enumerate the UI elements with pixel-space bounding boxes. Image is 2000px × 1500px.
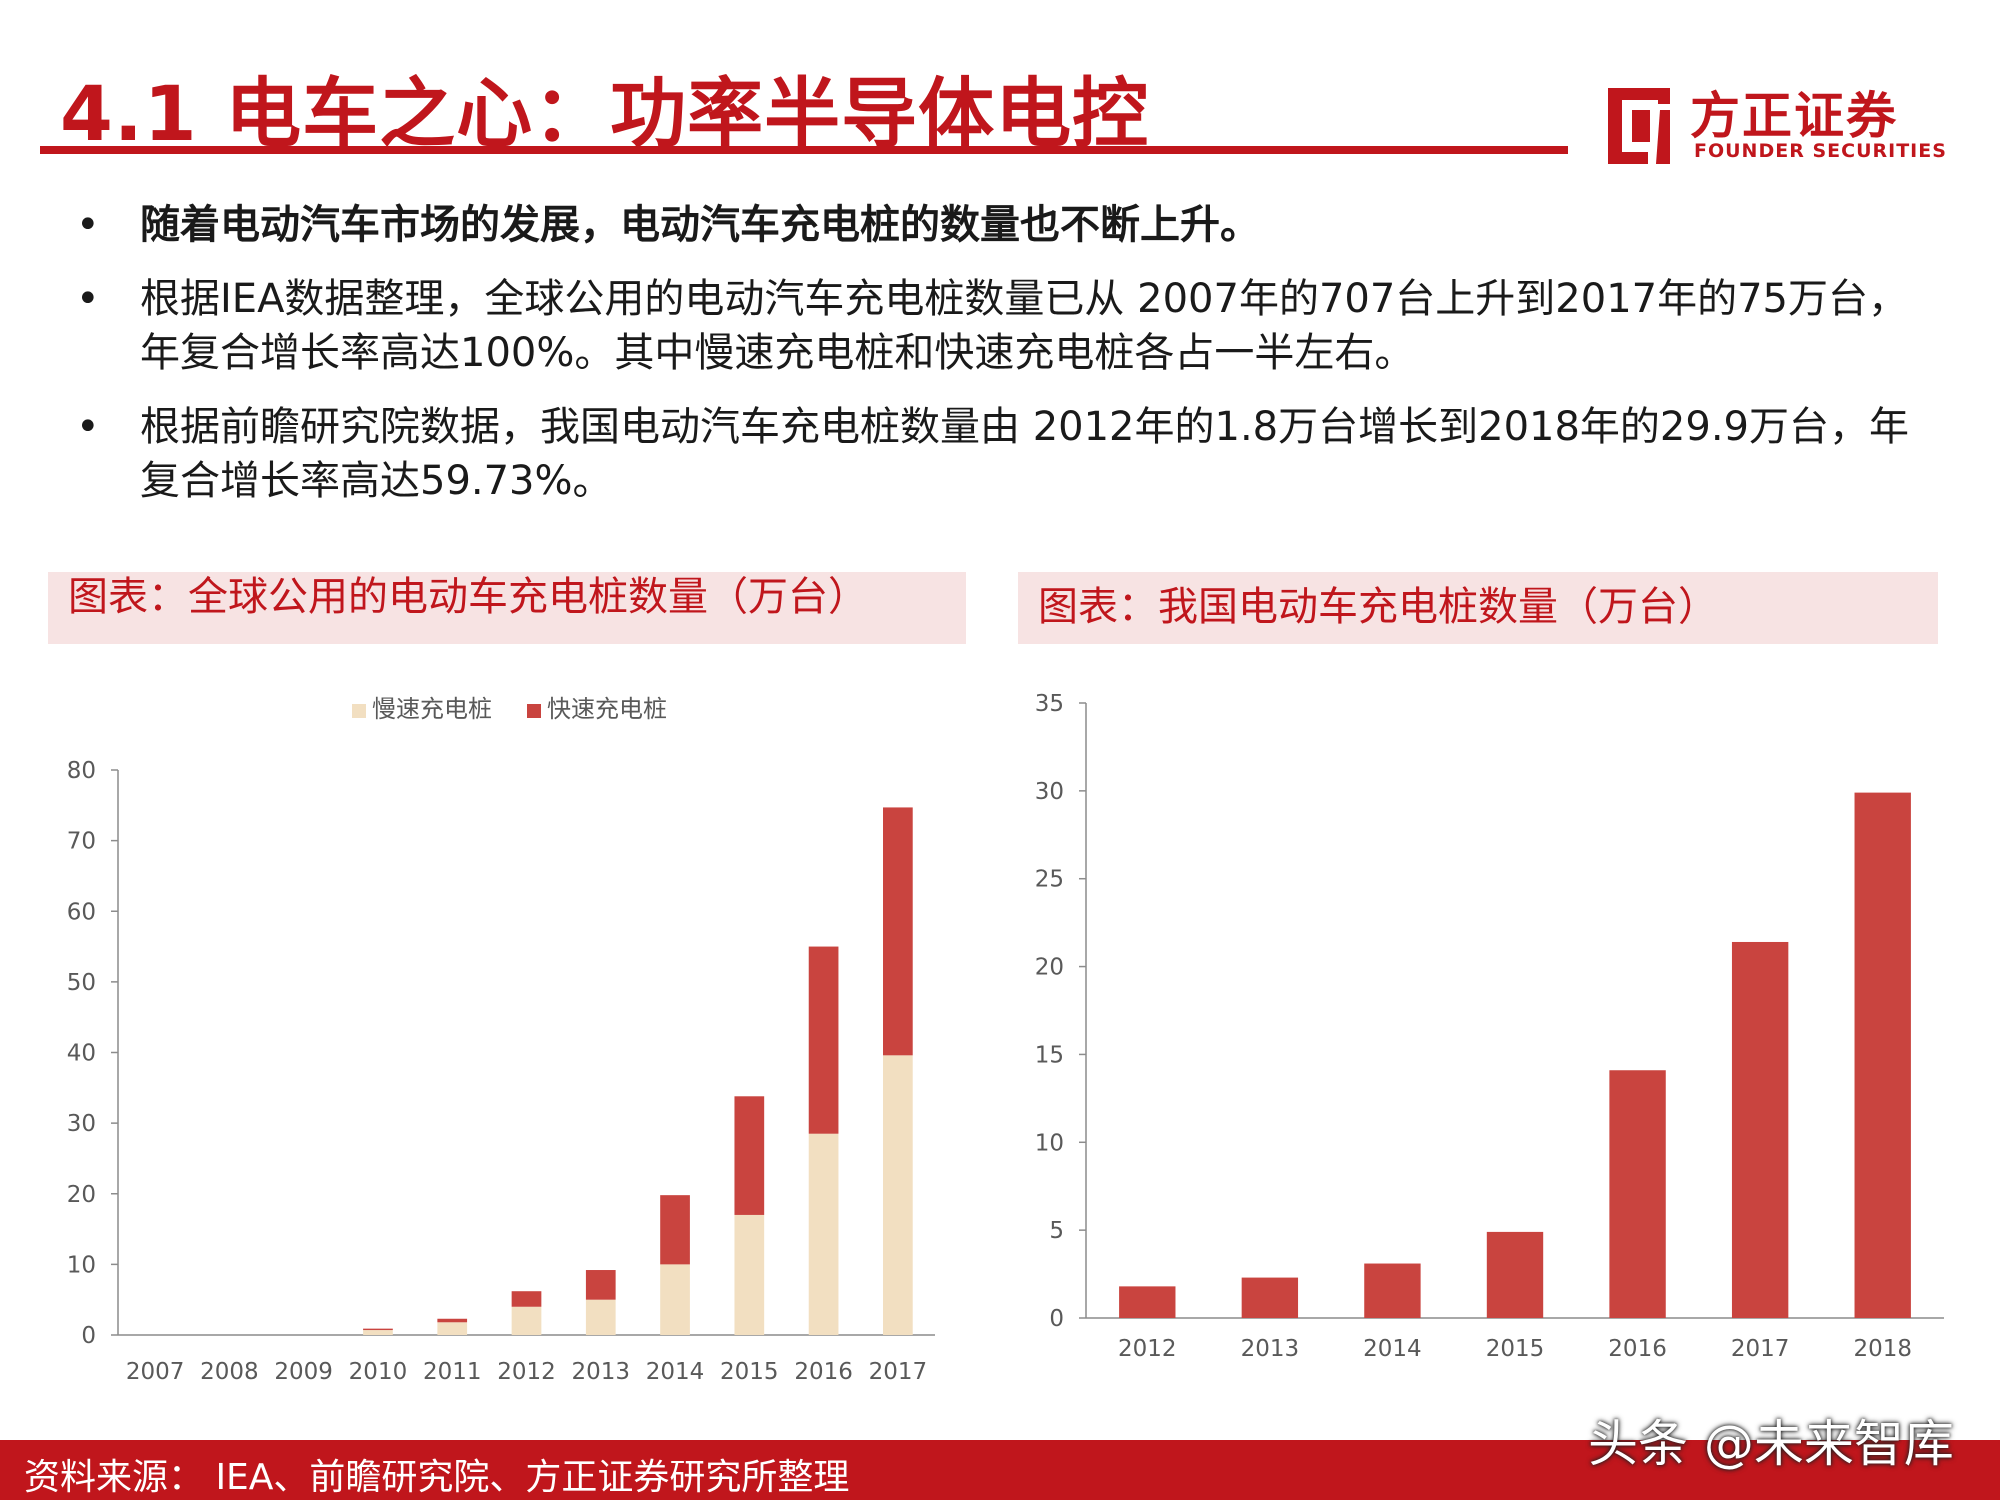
- y-tick-label: 30: [1035, 779, 1064, 805]
- x-tick-label: 2016: [794, 1359, 853, 1385]
- bar: [1119, 1286, 1176, 1318]
- bullet-item: • 根据前瞻研究院数据，我国电动汽车充电桩数量由 2012年的1.8万台增长到2…: [70, 400, 1910, 508]
- y-tick-label: 60: [67, 899, 96, 925]
- bar: [1731, 941, 1789, 1318]
- y-tick-label: 5: [1049, 1218, 1064, 1244]
- bullet-text: 根据前瞻研究院数据，我国电动汽车充电桩数量由 2012年的1.8万台增长到201…: [140, 404, 1909, 504]
- logo-text-cn: 方正证券: [1690, 87, 1898, 145]
- y-tick-label: 10: [67, 1252, 96, 1278]
- bar-slow: [437, 1322, 468, 1335]
- legend-label-slow: 慢速充电桩: [372, 695, 492, 723]
- logo-mark-icon: [1608, 88, 1670, 164]
- x-tick-label: 2015: [720, 1359, 779, 1385]
- bar-fast: [511, 1291, 542, 1307]
- bullet-list: • 随着电动汽车市场的发展，电动汽车充电桩的数量也不断上升。 • 根据IEA数据…: [70, 198, 1910, 528]
- bar-fast: [660, 1195, 690, 1265]
- y-tick-label: 35: [1035, 691, 1064, 717]
- global-chargers-chart: 慢速充电桩 快速充电桩 0 10 20 30 40 50 60 70 80 2007 2008 2009 2…: [67, 695, 935, 1385]
- bar: [1486, 1231, 1544, 1318]
- y-tick-label: 30: [67, 1111, 96, 1137]
- x-tick-label: 2008: [200, 1359, 259, 1385]
- x-tick-label: 2007: [126, 1359, 185, 1385]
- y-tick-label: 15: [1035, 1042, 1064, 1068]
- bar-fast: [883, 807, 913, 1056]
- bar-fast: [437, 1318, 468, 1323]
- source-note: 资料来源： IEA、前瞻研究院、方正证券研究所整理: [24, 1457, 850, 1498]
- y-tick-label: 0: [81, 1323, 96, 1349]
- x-tick-label: 2011: [423, 1359, 482, 1385]
- x-tick-label: 2012: [497, 1359, 556, 1385]
- bullet-dot: •: [76, 404, 100, 450]
- x-tick-label: 2018: [1853, 1336, 1912, 1362]
- x-tick-label: 2014: [646, 1359, 705, 1385]
- bar-slow: [511, 1306, 542, 1335]
- bullet-dot: •: [76, 202, 100, 248]
- y-tick-label: 10: [1035, 1130, 1064, 1156]
- x-tick-label: 2015: [1486, 1336, 1545, 1362]
- bar-fast: [808, 946, 839, 1134]
- china-chargers-chart: 0 5 10 15 20 25 30 35 2012 2013 2014 2015 2016 2017 20…: [1035, 691, 1944, 1362]
- x-tick-label: 2017: [869, 1359, 928, 1385]
- y-tick-label: 80: [67, 758, 96, 784]
- y-tick-label: 70: [67, 829, 96, 855]
- y-tick-label: 50: [67, 970, 96, 996]
- bar-slow: [734, 1214, 765, 1335]
- watermark: 头条 @未来智库: [1588, 1415, 1954, 1473]
- bar-slow: [808, 1133, 839, 1335]
- chart-title-china-text: 图表：我国电动车充电桩数量（万台）: [1038, 584, 1718, 630]
- y-tick-label: 40: [67, 1041, 96, 1067]
- page-title: 4.1 电车之心：功率半导体电控: [60, 69, 1150, 158]
- y-tick-label: 25: [1035, 867, 1064, 893]
- bar: [1854, 792, 1911, 1318]
- bar-slow: [660, 1264, 690, 1335]
- footer-bar: [0, 1440, 2000, 1500]
- bar-fast: [585, 1270, 616, 1300]
- x-tick-label: 2016: [1608, 1336, 1667, 1362]
- bullet-text: 根据IEA数据整理，全球公用的电动汽车充电桩数量已从 2007年的707台上升到…: [140, 276, 1908, 376]
- bullet-item: • 根据IEA数据整理，全球公用的电动汽车充电桩数量已从 2007年的707台上…: [70, 272, 1910, 380]
- bar: [1241, 1277, 1299, 1318]
- logo-text-en: FOUNDER SECURITIES: [1694, 140, 1947, 162]
- legend-swatch-slow: [352, 704, 366, 718]
- chart-title-global: 图表：全球公用的电动车充电桩数量（万台）: [48, 572, 966, 644]
- x-tick-label: 2013: [571, 1359, 630, 1385]
- y-tick-label: 0: [1049, 1306, 1064, 1332]
- y-tick-label: 20: [67, 1182, 96, 1208]
- legend-swatch-fast: [527, 704, 541, 718]
- bullet-dot: •: [76, 276, 100, 322]
- x-tick-label: 2017: [1731, 1336, 1790, 1362]
- x-tick-label: 2014: [1363, 1336, 1422, 1362]
- bar-slow: [883, 1055, 913, 1335]
- bar-slow: [363, 1330, 393, 1335]
- x-tick-label: 2009: [274, 1359, 333, 1385]
- x-tick-label: 2010: [349, 1359, 408, 1385]
- chart-title-global-text: 图表：全球公用的电动车充电桩数量（万台）: [68, 574, 868, 620]
- x-tick-label: 2013: [1241, 1336, 1300, 1362]
- bar-fast: [734, 1096, 765, 1215]
- legend-label-fast: 快速充电桩: [547, 695, 667, 723]
- bullet-text: 随着电动汽车市场的发展，电动汽车充电桩的数量也不断上升。: [140, 202, 1260, 248]
- company-logo: 方正证券 FOUNDER SECURITIES: [1598, 76, 1946, 168]
- bar-fast: [363, 1328, 393, 1331]
- bar: [1364, 1263, 1421, 1318]
- bar: [1609, 1070, 1666, 1318]
- x-tick-label: 2012: [1118, 1336, 1177, 1362]
- y-tick-label: 20: [1035, 955, 1064, 981]
- title-underline: [40, 146, 1568, 154]
- bullet-item: • 随着电动汽车市场的发展，电动汽车充电桩的数量也不断上升。: [70, 198, 1910, 252]
- bar-slow: [585, 1299, 616, 1335]
- chart-title-china: 图表：我国电动车充电桩数量（万台）: [1018, 572, 1938, 644]
